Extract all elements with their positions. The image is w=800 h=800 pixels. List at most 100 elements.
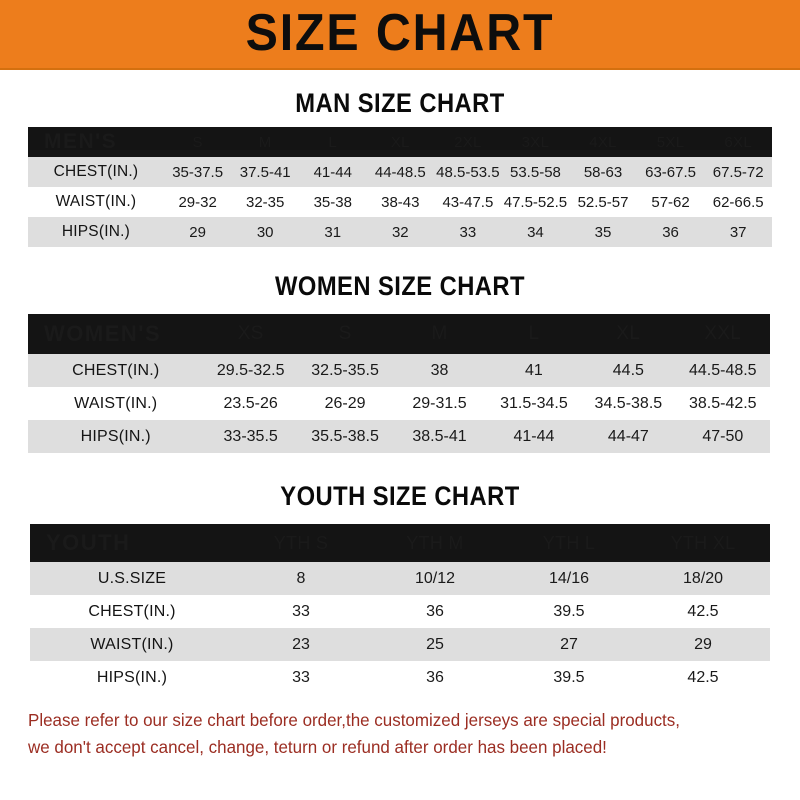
man-row-label: CHEST(IN.) [53,163,139,180]
youth-size-table: YOUTH YTH S YTH M YTH L YTH XL U.S.SIZE 8 10/12… [30,524,770,694]
table-cell: 63-67.5 [645,163,696,181]
table-cell: 41 [525,361,543,379]
youth-row-label: U.S.SIZE [97,569,167,587]
table-cell: 35-37.5 [172,163,224,181]
table-cell: 39.5 [553,668,585,686]
man-column-header: 4XL [589,133,617,151]
man-table-corner-label: MEN'S [44,130,118,153]
table-cell: 29.5-32.5 [216,361,285,379]
table-cell: 38.5-42.5 [688,394,757,412]
table-cell: 39.5 [553,602,585,620]
table-row: WAIST(IN.) 23 25 27 29 [30,628,770,661]
table-cell: 42.5 [687,602,719,620]
youth-row-label: WAIST(IN.) [90,635,174,653]
youth-column-header: YTH M [406,532,464,553]
order-policy-line-1: Please refer to our size chart before or… [28,710,680,730]
table-cell: 41-44 [313,163,352,181]
women-column-header: XS [237,323,264,344]
table-cell: 10/12 [414,569,455,587]
page-banner: SIZE CHART [0,0,800,70]
table-cell: 29-32 [178,193,217,211]
man-size-table: MEN'S S M L XL 2XL 3XL 4XL 5XL 6XL CHEST(IN.) 35-37… [28,127,772,247]
table-cell: 47.5-52.5 [503,193,568,211]
youth-row-label: HIPS(IN.) [96,668,168,686]
table-cell: 38.5-41 [412,427,467,445]
man-row-label: WAIST(IN.) [55,193,137,210]
order-policy-note: Please refer to our size chart before or… [28,707,756,760]
page-title: SIZE CHART [245,4,555,62]
man-column-header: 3XL [521,133,550,151]
table-cell: 62-66.5 [712,193,764,211]
women-section-title: WOMEN SIZE CHART [275,271,525,301]
table-cell: 18/20 [682,569,724,587]
man-row-label: HIPS(IN.) [61,223,130,240]
table-cell: 47-50 [702,427,744,445]
table-cell: 30 [256,223,274,241]
women-row-label: WAIST(IN.) [74,394,158,412]
table-row: CHEST(IN.) 33 36 39.5 42.5 [30,595,770,628]
table-cell: 29 [694,635,712,653]
table-cell: 58-63 [583,163,623,181]
youth-column-header: YTH S [273,532,329,553]
youth-table-header-row: YOUTH YTH S YTH M YTH L YTH XL [30,524,770,562]
man-column-header: M [258,133,272,151]
youth-row-label: CHEST(IN.) [88,602,176,620]
table-row: CHEST(IN.) 29.5-32.5 32.5-35.5 38 41 44.5 44.5… [28,354,770,387]
table-cell: 29-31.5 [412,394,467,412]
man-column-header: 2XL [454,133,482,151]
table-cell: 44.5 [612,361,644,379]
table-cell: 32-35 [246,193,285,211]
table-cell: 43-47.5 [442,193,494,211]
man-column-header: S [192,133,203,151]
table-cell: 29 [189,223,206,241]
table-cell: 38-43 [381,193,420,211]
table-cell: 25 [426,635,444,653]
table-cell: 52.5-57 [577,193,629,211]
table-cell: 57-62 [651,193,690,211]
women-column-header: M [431,323,448,344]
man-size-table-wrapper: MEN'S S M L XL 2XL 3XL 4XL 5XL 6XL CHEST(IN.) 35-37… [28,127,800,247]
table-cell: 42.5 [687,668,719,686]
table-cell: 23.5-26 [223,394,278,412]
table-cell: 27 [560,635,578,653]
man-table-header-row: MEN'S S M L XL 2XL 3XL 4XL 5XL 6XL [28,127,772,157]
man-column-header: L [328,133,338,151]
table-row: U.S.SIZE 8 10/12 14/16 18/20 [30,562,770,595]
table-row: HIPS(IN.) 29 30 31 32 33 34 35 36 37 [28,217,772,247]
table-cell: 33-35.5 [223,427,278,445]
table-row: HIPS(IN.) 33-35.5 35.5-38.5 38.5-41 41-44 44-… [28,420,770,453]
table-cell: 26-29 [324,394,366,412]
table-cell: 48.5-53.5 [436,163,500,181]
table-row: CHEST(IN.) 35-37.5 37.5-41 41-44 44-48.5 48.5… [28,157,772,187]
table-cell: 35-38 [313,193,352,211]
table-cell: 38 [430,361,449,379]
man-column-header: XL [390,133,410,151]
women-row-label: HIPS(IN.) [80,427,151,445]
order-policy-line-2: we don't accept cancel, change, teturn o… [28,736,607,757]
table-cell: 34.5-38.5 [594,394,663,412]
women-column-header: XXL [704,323,742,344]
table-cell: 23 [292,635,310,653]
table-cell: 44-48.5 [374,163,426,181]
youth-section-title: YOUTH SIZE CHART [280,481,520,511]
table-cell: 14/16 [548,569,589,587]
man-section-title: MAN SIZE CHART [295,88,505,118]
women-size-table: WOMEN'S XS S M L XL XXL CHEST(IN.) 29.5-32.5 32.5… [28,314,770,453]
table-cell: 31.5-34.5 [500,394,568,412]
man-column-header: 5XL [656,133,685,151]
table-cell: 37 [729,223,747,241]
table-cell: 44-47 [607,427,649,445]
table-cell: 33 [459,223,477,241]
youth-size-table-wrapper: YOUTH YTH S YTH M YTH L YTH XL U.S.SIZE 8 10/12… [30,524,800,694]
youth-column-header: YTH L [542,532,596,553]
table-cell: 33 [292,668,310,686]
table-row: HIPS(IN.) 33 36 39.5 42.5 [30,661,770,694]
women-table-corner-label: WOMEN'S [44,321,162,346]
table-cell: 67.5-72 [712,163,764,181]
table-cell: 37.5-41 [239,163,291,181]
table-cell: 34 [527,223,544,241]
table-row: WAIST(IN.) 23.5-26 26-29 29-31.5 31.5-34.5 34… [28,387,770,420]
table-cell: 35 [594,223,612,241]
table-cell: 8 [296,569,306,587]
table-cell: 36 [426,602,444,620]
